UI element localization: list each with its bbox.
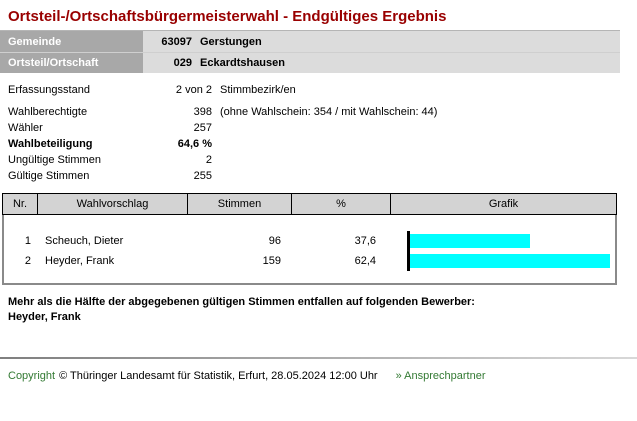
column-header-grafik: Grafik: [488, 198, 519, 210]
stat-note: (ohne Wahlschein: 354 / mit Wahlschein: …: [220, 106, 438, 118]
stat-erfassungsstand: Erfassungsstand 2 von 2 Stimmbezirk/en: [0, 82, 637, 98]
stat-label: Erfassungsstand: [8, 84, 90, 96]
table-row: 1 Scheuch, Dieter 96 37,6: [4, 231, 615, 251]
footer: Copyright © Thüringer Landesamt für Stat…: [0, 370, 637, 382]
ortsteil-label: Ortsteil/Ortschaft: [0, 53, 143, 73]
stat-label: Ungültige Stimmen: [8, 154, 101, 166]
column-header-nr: Nr.: [3, 194, 38, 214]
gemeinde-code: 63097: [161, 35, 192, 48]
table-row: 2 Heyder, Frank 159 62,4: [4, 251, 615, 271]
stat-value: 398: [193, 106, 212, 118]
copyright-word: Copyright: [8, 370, 56, 382]
contact-link[interactable]: » Ansprechpartner: [395, 370, 486, 382]
candidate-nr: 2: [24, 255, 31, 267]
footer-divider: [0, 357, 637, 359]
gemeinde-row: Gemeinde 63097 Gerstungen: [0, 31, 620, 52]
results-table-body: 1 Scheuch, Dieter 96 37,6 2 Heyder, Fran…: [2, 215, 617, 285]
stat-value: 2 von 2: [175, 84, 212, 96]
candidate-name: Heyder, Frank: [45, 255, 115, 267]
stat-label: Gültige Stimmen: [8, 170, 90, 182]
copyright-text: © Thüringer Landesamt für Statistik, Erf…: [59, 370, 378, 382]
stat-value: 255: [193, 170, 212, 182]
ortsteil-name: Eckardtshausen: [200, 57, 285, 69]
stat-waehler: Wähler 257: [0, 120, 637, 136]
bar-axis: [407, 231, 615, 251]
gemeinde-label: Gemeinde: [0, 31, 143, 52]
majority-winner-name: Heyder, Frank: [8, 311, 81, 323]
stat-value: 257: [193, 122, 212, 134]
stat-label: Wahlbeteiligung: [8, 138, 93, 150]
page-title: Ortsteil-/Ortschaftsbürgermeisterwahl - …: [8, 8, 447, 25]
results-table: Nr. Wahlvorschlag Stimmen % Grafik 1 Sch…: [2, 193, 617, 285]
ortsteil-row: Ortsteil/Ortschaft 029 Eckardtshausen: [0, 52, 620, 73]
candidate-percent: 37,6: [354, 235, 376, 247]
stat-ungueltige-stimmen: Ungültige Stimmen 2: [0, 152, 637, 168]
majority-note: Mehr als die Hälfte der abgegebenen gült…: [0, 295, 637, 325]
ortsteil-code: 029: [173, 57, 192, 69]
column-header-prozent: %: [292, 194, 391, 214]
gemeinde-name: Gerstungen: [200, 35, 262, 48]
column-header-stimmen: Stimmen: [188, 194, 292, 214]
candidate-votes: 159: [262, 255, 281, 267]
stat-wahlbeteiligung: Wahlbeteiligung 64,6 %: [0, 136, 637, 152]
stat-label: Wähler: [8, 122, 43, 134]
majority-note-text: Mehr als die Hälfte der abgegebenen gült…: [8, 296, 475, 308]
stat-label: Wahlberechtigte: [8, 106, 88, 118]
statistics-section: Erfassungsstand 2 von 2 Stimmbezirk/en W…: [0, 82, 637, 184]
stat-gueltige-stimmen: Gültige Stimmen 255: [0, 168, 637, 184]
candidate-votes: 96: [268, 235, 281, 247]
column-header-wahlvorschlag: Wahlvorschlag: [38, 194, 188, 214]
result-bar: [410, 234, 530, 248]
results-table-header: Nr. Wahlvorschlag Stimmen % Grafik: [2, 193, 617, 215]
candidate-percent: 62,4: [354, 255, 376, 267]
bar-axis: [407, 251, 615, 271]
stat-value: 64,6 %: [177, 138, 212, 150]
stat-note: Stimmbezirk/en: [220, 84, 296, 96]
stat-value: 2: [205, 154, 212, 166]
candidate-nr: 1: [24, 235, 31, 247]
candidate-name: Scheuch, Dieter: [45, 235, 124, 247]
location-header-block: Gemeinde 63097 Gerstungen Ortsteil/Ortsc…: [0, 30, 620, 73]
stat-wahlberechtigte: Wahlberechtigte 398 (ohne Wahlschein: 35…: [0, 104, 637, 120]
result-bar: [410, 254, 610, 268]
